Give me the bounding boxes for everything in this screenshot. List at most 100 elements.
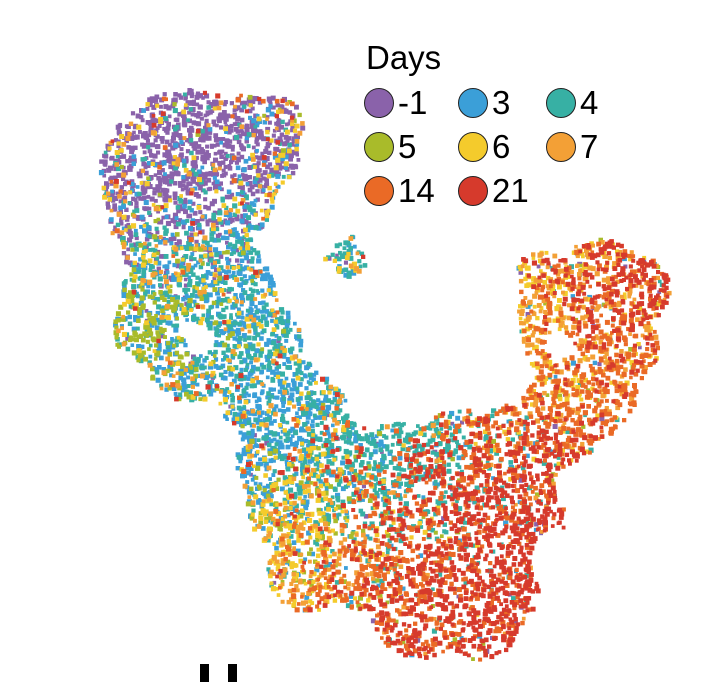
point [232,212,237,217]
point [326,255,330,260]
point [294,503,299,509]
point [119,134,125,139]
point [242,100,248,106]
point [310,403,316,408]
point [250,191,256,197]
point [200,176,206,181]
point [203,113,208,118]
point [258,520,264,525]
point [173,200,178,205]
point [552,253,558,259]
point [297,496,302,501]
point [229,252,234,256]
point [210,265,215,270]
point [136,318,141,323]
point [595,413,600,418]
point [193,171,199,177]
point [561,429,566,434]
point [505,437,510,442]
point [308,599,313,604]
point [357,259,362,264]
point [165,220,172,227]
point [280,517,285,522]
point [546,317,552,323]
point [189,150,194,156]
point [430,527,436,533]
point [157,365,162,370]
point [246,132,252,137]
point [385,447,390,452]
point [338,250,342,255]
point [161,367,167,372]
point [191,99,196,104]
point [552,403,557,408]
point [212,276,217,281]
point [290,118,294,123]
point [624,380,630,386]
point [304,499,310,505]
point [150,284,156,289]
point [300,121,305,126]
point [202,289,207,295]
point [103,150,108,155]
point [236,151,241,156]
point [598,237,603,243]
point [283,154,289,160]
point [141,259,147,265]
point [157,124,162,128]
point [323,496,329,502]
point [290,426,296,432]
point [298,578,303,583]
point [252,248,257,253]
point [543,309,548,314]
point [200,261,205,266]
point [194,361,199,367]
point [242,410,247,415]
point [137,310,142,316]
point [239,258,245,263]
point [346,439,351,444]
point [174,216,179,221]
point [236,344,241,349]
point [237,321,242,326]
point [553,463,558,468]
point [237,185,242,190]
point [244,136,249,141]
point [148,125,154,131]
point [282,397,287,401]
point [353,433,359,438]
point [591,371,596,377]
point [256,404,262,409]
point [366,598,371,603]
point [313,416,317,420]
point [218,389,224,394]
point [430,437,436,443]
point [194,155,199,160]
point [605,301,610,306]
point [255,289,260,293]
point [338,242,343,247]
point [271,516,276,521]
point [203,294,209,300]
point [230,398,235,403]
point [282,354,287,359]
point [254,475,259,480]
point [280,310,285,315]
point [318,572,324,578]
point [501,496,506,502]
point [280,180,285,185]
point [225,336,231,341]
point [253,518,257,523]
point [295,528,301,534]
point [326,459,332,465]
point [255,465,261,471]
point [550,390,555,395]
point [136,124,142,130]
point [151,337,157,343]
point [190,395,196,400]
point [196,144,202,149]
point [353,454,358,459]
point [640,333,645,338]
point [132,209,137,214]
point [136,171,142,177]
